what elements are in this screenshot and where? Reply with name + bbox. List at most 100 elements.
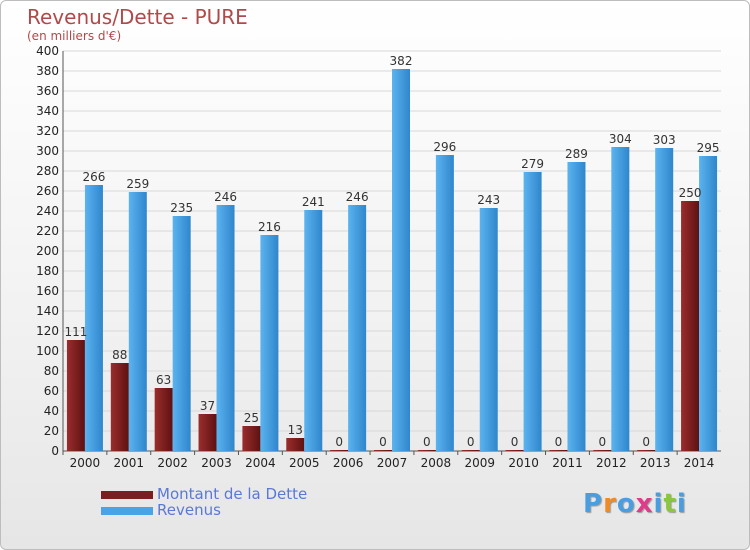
- y-tick-label: 260: [36, 184, 59, 198]
- y-tick-label: 160: [36, 284, 59, 298]
- bar-debt-2007: [374, 450, 392, 451]
- bar-revenue-2012: [611, 147, 630, 451]
- data-labels: 111 266 88 259 63 235 37 246 25 216 13 241 0 246 0 382 0…: [64, 54, 719, 449]
- x-tick-label: 2012: [596, 456, 627, 470]
- y-tick-label: 340: [36, 104, 59, 118]
- value-label-revenue: 259: [126, 177, 149, 191]
- bar-revenue-2013: [655, 148, 674, 451]
- y-tick-label: 40: [44, 404, 59, 418]
- value-label-revenue: 303: [653, 133, 676, 147]
- bar-debt-2014: [681, 201, 700, 451]
- bar-revenue-2000: [84, 185, 103, 451]
- value-label-revenue: 246: [214, 190, 237, 204]
- bar-revenue-2010: [523, 172, 542, 451]
- bar-revenue-2009: [479, 208, 498, 451]
- y-tick-label: 140: [36, 304, 59, 318]
- value-label-revenue: 246: [346, 190, 369, 204]
- bar-revenue-2006: [348, 205, 367, 451]
- value-label-debt: 25: [244, 411, 259, 425]
- value-label-revenue: 295: [697, 141, 720, 155]
- x-tick-label: 2010: [508, 456, 539, 470]
- bar-debt-2010: [505, 450, 524, 451]
- value-label-debt: 0: [335, 435, 343, 449]
- value-label-debt: 0: [642, 435, 650, 449]
- bar-revenue-2008: [435, 155, 454, 451]
- y-tick-label: 400: [36, 44, 59, 58]
- chart-subtitle: (en milliers d'€): [27, 29, 122, 43]
- y-tick-label: 80: [44, 364, 59, 378]
- x-tick-label: 2002: [157, 456, 188, 470]
- y-tick-label: 60: [44, 384, 59, 398]
- x-tick-label: 2001: [114, 456, 145, 470]
- bar-debt-2011: [549, 450, 568, 451]
- bar-debt-2003: [198, 414, 217, 451]
- value-label-debt: 111: [64, 325, 87, 339]
- bar-debt-2008: [417, 450, 436, 451]
- logo-letter: t: [663, 489, 677, 519]
- bar-revenue-2011: [567, 162, 586, 451]
- bar-revenue-2001: [128, 192, 147, 451]
- y-tick-label: 200: [36, 244, 59, 258]
- legend-swatch-revenue: [101, 507, 153, 515]
- bar-revenue-2002: [172, 216, 191, 451]
- bar-revenue-2003: [216, 205, 235, 451]
- bar-debt-2004: [242, 426, 261, 451]
- value-label-revenue: 266: [82, 170, 105, 184]
- x-tick-label: 2009: [464, 456, 495, 470]
- logo-letter: r: [603, 489, 617, 519]
- y-tick-label: 220: [36, 224, 59, 238]
- value-label-debt: 0: [379, 435, 387, 449]
- x-tick-label: 2007: [377, 456, 408, 470]
- x-tick-label: 2014: [684, 456, 715, 470]
- bars: [66, 69, 718, 451]
- bar-debt-2000: [66, 340, 85, 451]
- value-label-revenue: 241: [302, 195, 325, 209]
- bar-debt-2001: [110, 363, 129, 451]
- bar-debt-2005: [286, 438, 305, 451]
- y-tick-label: 280: [36, 164, 59, 178]
- x-tick-label: 2004: [245, 456, 276, 470]
- value-label-revenue: 289: [565, 147, 588, 161]
- legend-label-debt: Montant de la Dette: [157, 485, 308, 503]
- bar-debt-2009: [461, 450, 480, 451]
- bar-debt-2012: [593, 450, 612, 451]
- bar-revenue-2007: [392, 69, 410, 451]
- y-tick-label: 380: [36, 64, 59, 78]
- x-tick-label: 2006: [333, 456, 364, 470]
- logo-letter: i: [676, 489, 687, 519]
- value-label-revenue: 243: [477, 193, 500, 207]
- value-label-revenue: 279: [521, 157, 544, 171]
- value-label-debt: 0: [467, 435, 475, 449]
- proxiti-logo: Proxiti: [583, 489, 687, 519]
- value-label-revenue: 296: [433, 140, 456, 154]
- value-label-debt: 0: [423, 435, 431, 449]
- bar-debt-2002: [154, 388, 173, 451]
- value-label-debt: 63: [156, 373, 171, 387]
- bar-revenue-2014: [699, 156, 718, 451]
- x-tick-label: 2000: [70, 456, 101, 470]
- x-tick-label: 2013: [640, 456, 671, 470]
- y-tick-label: 120: [36, 324, 59, 338]
- value-label-debt: 0: [555, 435, 563, 449]
- value-label-revenue: 235: [170, 201, 193, 215]
- y-tick-label: 20: [44, 424, 59, 438]
- x-tick-label: 2008: [421, 456, 452, 470]
- logo-letter: o: [616, 489, 636, 519]
- y-tick-label: 300: [36, 144, 59, 158]
- value-label-revenue: 216: [258, 220, 281, 234]
- logo-letter: P: [583, 489, 604, 519]
- value-label-debt: 0: [599, 435, 607, 449]
- logo-letter: x: [635, 489, 654, 519]
- bar-revenue-2005: [304, 210, 323, 451]
- x-tick-label: 2005: [289, 456, 320, 470]
- value-label-debt: 37: [200, 399, 215, 413]
- value-label-debt: 250: [679, 186, 702, 200]
- legend-label-revenue: Revenus: [157, 501, 221, 519]
- x-tick-label: 2011: [552, 456, 583, 470]
- bar-revenue-2004: [260, 235, 279, 451]
- y-tick-label: 240: [36, 204, 59, 218]
- bar-debt-2006: [330, 450, 349, 451]
- value-label-debt: 0: [511, 435, 519, 449]
